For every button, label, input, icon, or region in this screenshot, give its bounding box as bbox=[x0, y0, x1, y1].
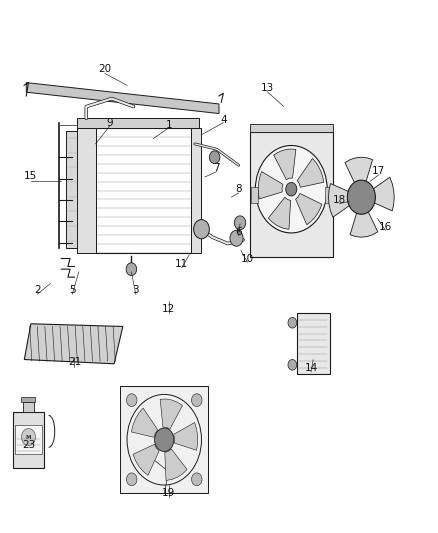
Polygon shape bbox=[174, 423, 198, 450]
Bar bbox=[297, 313, 329, 374]
Polygon shape bbox=[268, 197, 291, 229]
Text: 5: 5 bbox=[69, 286, 76, 295]
Bar bbox=[77, 128, 96, 253]
Polygon shape bbox=[296, 193, 322, 225]
Bar bbox=[13, 411, 44, 468]
Text: 16: 16 bbox=[379, 222, 392, 231]
Polygon shape bbox=[25, 324, 123, 364]
Bar bbox=[251, 187, 258, 203]
Circle shape bbox=[234, 216, 246, 230]
Polygon shape bbox=[345, 157, 373, 184]
Polygon shape bbox=[26, 83, 219, 114]
Bar bbox=[191, 128, 201, 253]
Polygon shape bbox=[258, 172, 283, 199]
Text: 14: 14 bbox=[304, 363, 318, 373]
Text: 20: 20 bbox=[99, 64, 112, 74]
Circle shape bbox=[288, 317, 297, 328]
Polygon shape bbox=[133, 445, 159, 475]
Text: 12: 12 bbox=[162, 304, 175, 314]
Circle shape bbox=[126, 263, 137, 276]
Circle shape bbox=[288, 359, 297, 370]
Bar bbox=[15, 425, 42, 454]
Polygon shape bbox=[372, 177, 394, 211]
Text: 6: 6 bbox=[235, 227, 242, 237]
Bar bbox=[77, 118, 199, 128]
Polygon shape bbox=[328, 183, 350, 217]
Circle shape bbox=[230, 230, 243, 246]
Text: 7: 7 bbox=[213, 163, 220, 173]
Polygon shape bbox=[274, 149, 296, 180]
Circle shape bbox=[191, 394, 202, 407]
Polygon shape bbox=[160, 399, 183, 429]
Circle shape bbox=[255, 146, 327, 233]
Text: 3: 3 bbox=[132, 286, 139, 295]
Bar bbox=[250, 124, 333, 132]
Text: 23: 23 bbox=[22, 440, 35, 450]
Text: 8: 8 bbox=[235, 184, 242, 194]
Polygon shape bbox=[131, 408, 158, 437]
Bar bbox=[325, 187, 332, 203]
Text: 17: 17 bbox=[372, 166, 385, 175]
Text: 21: 21 bbox=[68, 358, 81, 367]
Circle shape bbox=[21, 429, 35, 446]
Bar bbox=[250, 132, 333, 257]
Circle shape bbox=[127, 394, 137, 407]
Text: 2: 2 bbox=[34, 286, 41, 295]
Circle shape bbox=[155, 428, 174, 451]
Polygon shape bbox=[165, 449, 187, 480]
Text: 4: 4 bbox=[220, 115, 227, 125]
Bar bbox=[23, 402, 34, 411]
Text: M: M bbox=[26, 434, 31, 440]
Bar bbox=[21, 397, 35, 402]
Circle shape bbox=[286, 182, 297, 196]
Text: 19: 19 bbox=[162, 488, 175, 498]
Circle shape bbox=[347, 180, 375, 214]
Text: 10: 10 bbox=[241, 254, 254, 263]
Circle shape bbox=[209, 151, 220, 164]
Text: 1: 1 bbox=[165, 120, 172, 130]
Circle shape bbox=[194, 220, 209, 239]
Polygon shape bbox=[350, 211, 378, 237]
Bar bbox=[120, 386, 208, 493]
Bar bbox=[66, 131, 90, 248]
Text: 15: 15 bbox=[24, 171, 37, 181]
Text: 9: 9 bbox=[106, 118, 113, 127]
Text: 18: 18 bbox=[333, 195, 346, 205]
Circle shape bbox=[191, 473, 202, 486]
Text: 11: 11 bbox=[175, 259, 188, 269]
Text: 13: 13 bbox=[261, 83, 274, 93]
Polygon shape bbox=[297, 158, 324, 187]
Circle shape bbox=[127, 473, 137, 486]
